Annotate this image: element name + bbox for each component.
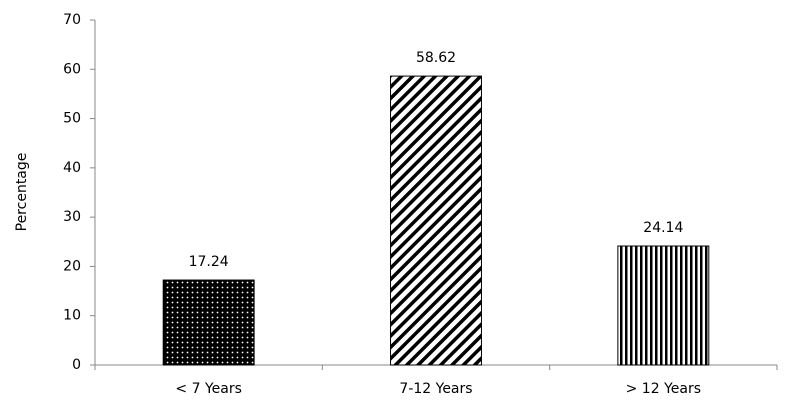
y-tick-label: 30 xyxy=(63,209,81,225)
value-label: 17.24 xyxy=(189,254,229,270)
y-tick-label: 60 xyxy=(63,61,81,77)
y-tick-label: 0 xyxy=(72,357,81,373)
y-tick-label: 50 xyxy=(63,111,81,127)
bar xyxy=(390,75,482,366)
x-tick-label: 7-12 Years xyxy=(399,381,472,397)
x-tick-label: < 7 Years xyxy=(175,381,241,397)
y-tick-label: 40 xyxy=(63,160,81,176)
bar xyxy=(162,279,255,366)
y-tick-label: 20 xyxy=(63,258,81,274)
y-axis-label: Percentage xyxy=(14,153,30,232)
y-tick-label: 70 xyxy=(63,12,81,28)
x-tick-label: > 12 Years xyxy=(626,381,701,397)
value-label: 58.62 xyxy=(416,50,456,66)
y-tick-label: 10 xyxy=(63,308,81,324)
bar xyxy=(617,245,710,366)
value-label: 24.14 xyxy=(643,220,683,236)
